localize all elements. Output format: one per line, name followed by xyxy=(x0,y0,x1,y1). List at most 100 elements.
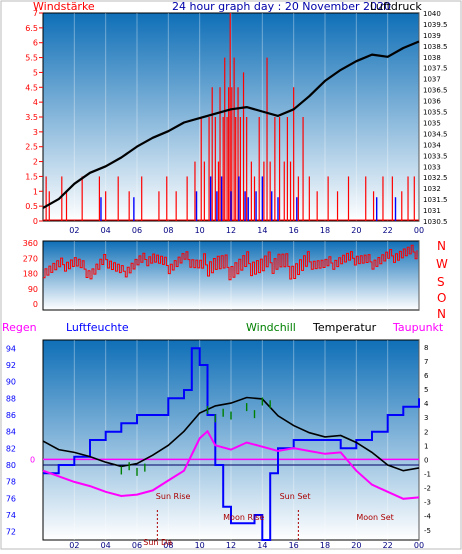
humidity-tick-label: 90 xyxy=(6,378,16,387)
temperature-tick-label: -4 xyxy=(424,513,432,521)
pressure-tick-label: 1040 xyxy=(423,10,441,18)
pressure-line xyxy=(42,40,420,209)
pressure-tick-label: 1039 xyxy=(423,32,441,40)
pressure-tick-label: 1031.5 xyxy=(423,196,448,204)
temp-x-tick-label: 18 xyxy=(320,541,330,550)
temp-x-tick-label: 00 xyxy=(414,541,424,550)
wind-tick-label: 6 xyxy=(33,39,38,48)
temperature-tick-label: -2 xyxy=(424,485,431,493)
humidity-tick-label: 74 xyxy=(6,511,16,520)
temperature-tick-label: -3 xyxy=(424,499,431,507)
compass-o: O xyxy=(437,291,446,305)
pressure-tick-label: 1032 xyxy=(423,185,441,193)
wind-x-tick-label: 02 xyxy=(69,226,79,235)
wind-x-tick-label: 12 xyxy=(226,226,236,235)
wind-tick-label: 3 xyxy=(33,128,38,137)
pressure-tick-label: 1033 xyxy=(423,163,441,171)
wind-tick-label: 5 xyxy=(33,68,38,77)
wind-x-tick-label: 08 xyxy=(163,226,173,235)
temperature-tick-label: 1 xyxy=(424,442,428,450)
temp-x-tick-label: 22 xyxy=(383,541,393,550)
wind-x-tick-label: 16 xyxy=(289,226,299,235)
temp-x-tick-label: 08 xyxy=(163,541,173,550)
temp-x-tick-label: 04 xyxy=(101,541,111,550)
temp-x-tick-label: 02 xyxy=(69,541,79,550)
temperature-tick-label: 4 xyxy=(424,400,429,408)
compass-w: W xyxy=(436,257,448,271)
temp-x-tick-label: 12 xyxy=(226,541,236,550)
wind-tick-label: 4.5 xyxy=(25,83,38,92)
wind-tick-label: 7 xyxy=(33,9,38,18)
wind-x-tick-label: 22 xyxy=(383,226,393,235)
direction-tick-label: 270 xyxy=(23,254,38,263)
pressure-tick-label: 1036.5 xyxy=(423,87,448,95)
direction-grid xyxy=(73,241,420,310)
wind-x-tick-label: 20 xyxy=(351,226,361,235)
wind-tick-label: 5.5 xyxy=(25,54,38,63)
humidity-tick-label: 94 xyxy=(6,344,16,353)
direction-series-line xyxy=(43,244,418,281)
pressure-tick-label: 1034 xyxy=(423,141,441,149)
pressure-tick-label: 1037 xyxy=(423,76,441,84)
wind-tick-label: 6.5 xyxy=(25,24,38,33)
direction-tick-label: 360 xyxy=(23,239,38,248)
dewpoint-series-line xyxy=(42,429,420,500)
wind-x-tick-label: 18 xyxy=(320,226,330,235)
humidity-tick-label: 86 xyxy=(6,411,16,420)
temperature-tick-label: -5 xyxy=(424,527,431,535)
pressure-tick-label: 1033.5 xyxy=(423,152,448,160)
wind-tick-label: 0.5 xyxy=(25,202,38,211)
direction-line xyxy=(43,244,418,281)
pressure-tick-label: 1032.5 xyxy=(423,174,448,182)
pressure-tick-label: 1037.5 xyxy=(423,65,448,73)
wind-tick-label: 3.5 xyxy=(25,113,38,122)
wind-x-ticks: 02 04 06 08 10 12 14 16 18 20 22 00 xyxy=(69,226,424,235)
humidity-tick-label: 92 xyxy=(6,361,16,370)
humidity-axis-ticks: 72 74 76 78 80 82 84 86 88 90 92 94 xyxy=(6,344,16,536)
temp-x-tick-label: 14 xyxy=(257,541,267,550)
dewpoint-label: Taupunkt xyxy=(392,321,444,334)
humidity-series-line xyxy=(43,347,420,541)
direction-axis-ticks: 0 90 180 270 360 xyxy=(23,239,38,309)
wind-tick-label: 2 xyxy=(33,158,38,167)
pressure-tick-label: 1035 xyxy=(423,119,441,127)
humidity-tick-label: 82 xyxy=(6,444,16,453)
wind-pressure-panel xyxy=(42,12,420,222)
moon-rise-label: Moon Rise xyxy=(223,513,264,522)
astro-annotations: Sun Rise Sun Set Moon Rise Moon Set Sun Da xyxy=(143,492,394,547)
temperature-tick-label: 0 xyxy=(424,456,428,464)
wind-bars xyxy=(43,13,419,221)
compass-n-bottom: N xyxy=(437,307,446,321)
compass-n-top: N xyxy=(437,239,446,253)
wind-x-tick-label: 10 xyxy=(195,226,205,235)
gust-bars xyxy=(100,176,397,221)
temp-x-tick-label: 16 xyxy=(289,541,299,550)
pressure-tick-label: 1038 xyxy=(423,54,441,62)
sun-set-label: Sun Set xyxy=(280,492,311,501)
humidity-tick-label: 78 xyxy=(6,478,16,487)
wind-x-tick-label: 00 xyxy=(414,226,424,235)
pressure-axis-ticks: 1030.5 1031 1031.5 1032 1032.5 1033 1033.5 1034… xyxy=(423,10,448,226)
wind-axis-ticks: 0 0.5 1 1.5 2 2.5 3 3.5 4 4.5 5 5.5 6 6.5 7 xyxy=(25,9,43,226)
pressure-tick-label: 1035.5 xyxy=(423,109,448,117)
wind-x-tick-label: 06 xyxy=(132,226,142,235)
direction-tick-label: 180 xyxy=(23,270,38,279)
pressure-tick-label: 1038.5 xyxy=(423,43,448,51)
rain-label: Regen xyxy=(2,321,37,334)
pressure-tick-label: 1039.5 xyxy=(423,21,448,29)
humidity-tick-label: 76 xyxy=(6,494,16,503)
temperature-tick-label: 7 xyxy=(424,358,428,366)
temperature-label: Temperatur xyxy=(312,321,377,334)
chart-title: 24 hour graph day : 20 November 2020 xyxy=(172,0,391,13)
humidity-tick-label: 72 xyxy=(6,528,16,537)
pressure-series-line xyxy=(42,40,420,209)
pressure-tick-label: 1030.5 xyxy=(423,218,448,226)
pressure-tick-label: 1031 xyxy=(423,207,441,215)
wind-tick-label: 1.5 xyxy=(25,172,38,181)
temperature-tick-label: 8 xyxy=(424,344,428,352)
moon-set-label: Moon Set xyxy=(356,513,393,522)
temperature-tick-label: -1 xyxy=(424,470,431,478)
humidity-label: Luftfeuchte xyxy=(66,321,129,334)
